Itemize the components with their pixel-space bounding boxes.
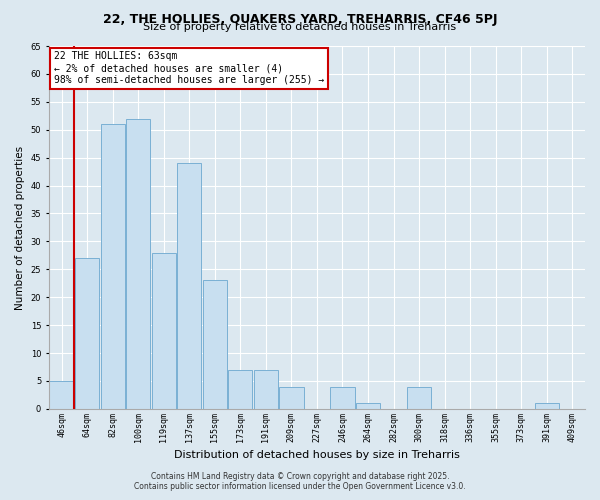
Bar — [279, 386, 304, 409]
Bar — [101, 124, 125, 409]
Bar — [535, 404, 559, 409]
X-axis label: Distribution of detached houses by size in Treharris: Distribution of detached houses by size … — [174, 450, 460, 460]
Bar — [254, 370, 278, 409]
Bar — [126, 118, 151, 409]
Bar — [331, 386, 355, 409]
Bar — [75, 258, 99, 409]
Y-axis label: Number of detached properties: Number of detached properties — [15, 146, 25, 310]
Text: Contains HM Land Registry data © Crown copyright and database right 2025.
Contai: Contains HM Land Registry data © Crown c… — [134, 472, 466, 491]
Text: 22, THE HOLLIES, QUAKERS YARD, TREHARRIS, CF46 5PJ: 22, THE HOLLIES, QUAKERS YARD, TREHARRIS… — [103, 12, 497, 26]
Text: Size of property relative to detached houses in Treharris: Size of property relative to detached ho… — [143, 22, 457, 32]
Bar — [152, 252, 176, 409]
Text: 22 THE HOLLIES: 63sqm
← 2% of detached houses are smaller (4)
98% of semi-detach: 22 THE HOLLIES: 63sqm ← 2% of detached h… — [54, 52, 325, 84]
Bar — [228, 370, 253, 409]
Bar — [356, 404, 380, 409]
Bar — [407, 386, 431, 409]
Bar — [177, 163, 202, 409]
Bar — [203, 280, 227, 409]
Bar — [49, 381, 74, 409]
